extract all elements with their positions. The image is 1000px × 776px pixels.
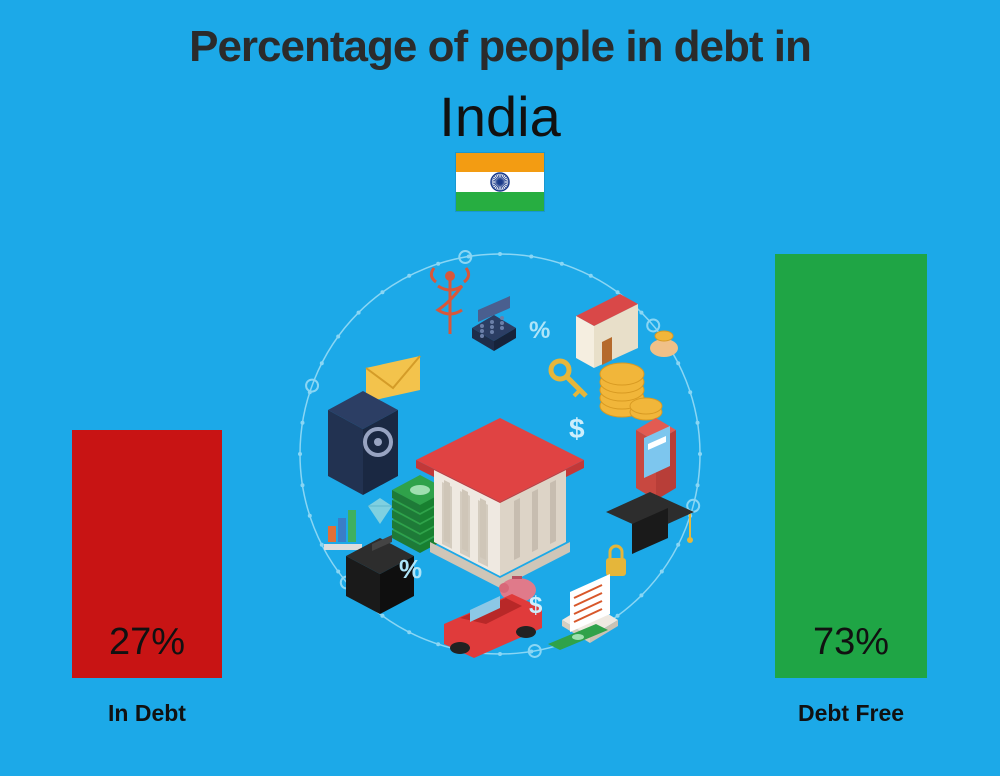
diamond-icon — [368, 498, 392, 524]
bar-in-debt-value: 27% — [109, 621, 185, 664]
flag-stripe-green — [456, 192, 544, 211]
coins-icon — [600, 363, 662, 420]
bar-debt-free: 73% — [775, 254, 927, 678]
svg-text:%: % — [399, 554, 422, 584]
mini-chart-icon — [324, 510, 362, 550]
finance-illustration-svg: % % $ $ — [284, 238, 716, 670]
house-icon — [576, 294, 638, 368]
phone-icon — [636, 418, 676, 500]
hand-coin-icon — [650, 331, 678, 357]
svg-text:%: % — [529, 317, 550, 344]
bank-icon — [416, 418, 584, 588]
page-title: Percentage of people in debt in — [0, 22, 1000, 72]
grad-cap-icon — [606, 492, 694, 554]
bar-debt-free-label: Debt Free — [775, 700, 927, 727]
key-icon — [551, 361, 586, 396]
caduceus-icon — [431, 268, 468, 334]
flag-stripe-saffron — [456, 153, 544, 172]
calculator-icon — [472, 296, 516, 351]
bar-in-debt-label: In Debt — [72, 700, 222, 727]
envelope-icon — [366, 356, 420, 402]
car-icon — [444, 594, 542, 658]
bar-in-debt: 27% — [72, 430, 222, 678]
bar-debt-free-value: 73% — [813, 621, 889, 664]
lock-icon — [606, 546, 626, 576]
india-flag-icon — [455, 152, 545, 212]
svg-text:$: $ — [569, 413, 585, 444]
safe-icon — [328, 391, 398, 495]
country-subtitle: India — [0, 84, 1000, 149]
svg-text:$: $ — [529, 592, 543, 619]
flag-chakra-icon — [489, 171, 511, 193]
finance-illustration: % % $ $ — [284, 238, 716, 670]
